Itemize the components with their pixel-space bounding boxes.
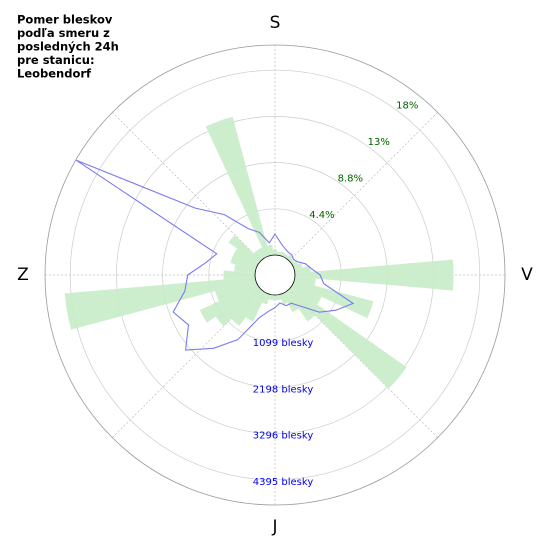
r-tick-label: 18%	[396, 101, 418, 112]
bar	[294, 259, 454, 291]
r-tick-label: 4.4%	[309, 210, 334, 221]
bar	[272, 249, 278, 256]
bar	[291, 283, 322, 305]
marks	[64, 116, 454, 389]
direction-label: Z	[17, 265, 29, 285]
grid-ring	[69, 69, 481, 481]
bar	[199, 283, 259, 323]
bar	[215, 286, 261, 327]
bar	[230, 255, 257, 270]
bar	[291, 260, 298, 267]
direction-label: J	[271, 517, 277, 537]
bar	[293, 280, 374, 319]
chart-title: posledných 24h	[17, 40, 119, 54]
chart-title: Pomer bleskov	[17, 13, 113, 27]
center-hole	[254, 254, 296, 296]
bar	[294, 276, 316, 286]
chart-title: podľa smeru z	[17, 26, 110, 40]
bar	[228, 234, 261, 264]
bar	[286, 254, 293, 261]
bar	[293, 262, 303, 270]
r2-tick-label: 4395 blesky	[253, 477, 314, 488]
r2-tick-label: 1099 blesky	[253, 338, 314, 349]
bar	[280, 251, 286, 257]
bar	[268, 294, 274, 301]
bar	[253, 250, 264, 261]
bar	[233, 248, 259, 267]
bar	[64, 276, 256, 330]
bar	[231, 289, 264, 326]
r-tick-label: 13%	[368, 137, 390, 148]
bar	[276, 251, 281, 256]
bar	[223, 270, 256, 280]
bar	[257, 247, 267, 259]
r-tick-label: 8.8%	[338, 174, 363, 185]
bar	[215, 280, 257, 302]
chart-title: Leobendorf	[17, 67, 92, 81]
bar	[276, 294, 282, 301]
direction-label: V	[521, 265, 533, 285]
bar	[280, 293, 288, 305]
bar	[234, 264, 256, 274]
outer-ring	[44, 44, 506, 506]
bar	[272, 294, 278, 301]
r2-tick-label: 2198 blesky	[253, 384, 314, 395]
bar	[286, 289, 316, 322]
bar	[283, 291, 299, 313]
direction-label: S	[270, 13, 281, 33]
bar	[205, 116, 270, 257]
line	[75, 159, 355, 351]
bar	[262, 293, 270, 305]
bar	[294, 265, 311, 274]
bar	[289, 258, 294, 264]
bar	[267, 244, 274, 256]
bar	[245, 291, 267, 322]
r2-tick-label: 3296 blesky	[253, 431, 314, 442]
chart-title: pre stanicu:	[17, 53, 95, 67]
